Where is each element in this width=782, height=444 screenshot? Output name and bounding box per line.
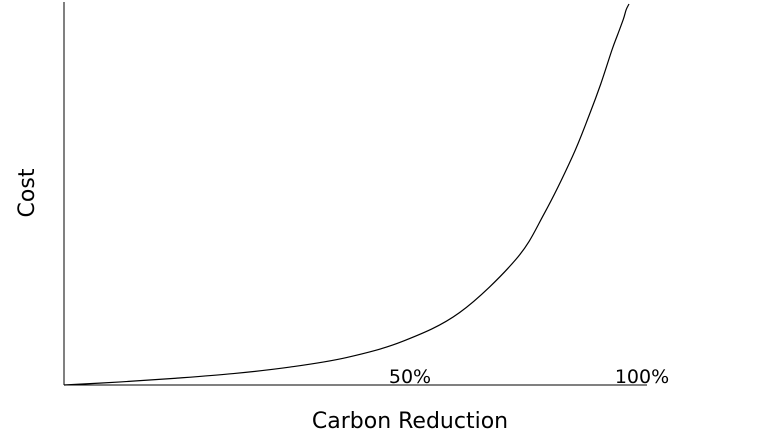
series-line xyxy=(63,3,630,386)
x-tick-label-100: 100% xyxy=(615,366,669,388)
x-tick-label-50: 50% xyxy=(389,366,431,388)
y-axis-label: Cost xyxy=(15,168,40,217)
x-axis-label: Carbon Reduction xyxy=(312,409,508,434)
